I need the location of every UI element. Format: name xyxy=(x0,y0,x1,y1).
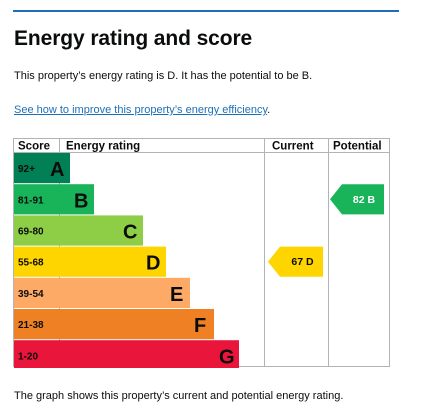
band-score-b: 81-91 xyxy=(18,195,44,206)
band-score-a: 92+ xyxy=(18,164,35,175)
band-letter-d: D xyxy=(146,253,160,275)
band-bar-d xyxy=(14,246,166,277)
current-column-header: Current xyxy=(272,141,314,153)
potential-rating-flag xyxy=(330,184,384,215)
band-bar-e xyxy=(14,277,190,308)
improve-link-paragraph: See how to improve this property’s energ… xyxy=(14,104,270,116)
score-column-header: Score xyxy=(18,141,50,153)
energy-rating-chart: Score Energy rating Current Potential 92+ A 81… xyxy=(13,138,390,368)
graph-description: The graph shows this property’s current … xyxy=(14,390,344,402)
band-score-e: 39-54 xyxy=(18,289,44,300)
band-bar-g xyxy=(14,340,239,368)
band-letter-a: A xyxy=(50,159,64,181)
band-bar-c xyxy=(14,215,143,246)
band-bar-a xyxy=(14,153,70,184)
band-letter-g: G xyxy=(219,346,235,368)
section-divider xyxy=(13,10,399,12)
rating-column-header: Energy rating xyxy=(66,141,140,153)
band-letter-f: F xyxy=(194,315,206,337)
band-bar-b xyxy=(14,184,94,215)
band-score-d: 55-68 xyxy=(18,258,44,269)
band-score-g: 1-20 xyxy=(18,351,38,362)
potential-column-header: Potential xyxy=(333,141,382,153)
band-letter-e: E xyxy=(170,284,183,306)
improve-efficiency-link[interactable]: See how to improve this property’s energ… xyxy=(14,104,268,116)
current-rating-label: 67 D xyxy=(291,256,314,268)
rating-summary: This property’s energy rating is D. It h… xyxy=(14,70,313,82)
band-letter-b: B xyxy=(74,190,88,212)
band-score-f: 21-38 xyxy=(18,320,44,331)
band-letter-c: C xyxy=(123,222,137,244)
band-score-c: 69-80 xyxy=(18,227,44,238)
current-rating-flag xyxy=(268,246,323,277)
band-bar-f xyxy=(14,309,214,340)
improve-link-suffix: . xyxy=(267,104,271,116)
page-title: Energy rating and score xyxy=(14,27,253,50)
potential-rating-label: 82 B xyxy=(353,194,376,206)
